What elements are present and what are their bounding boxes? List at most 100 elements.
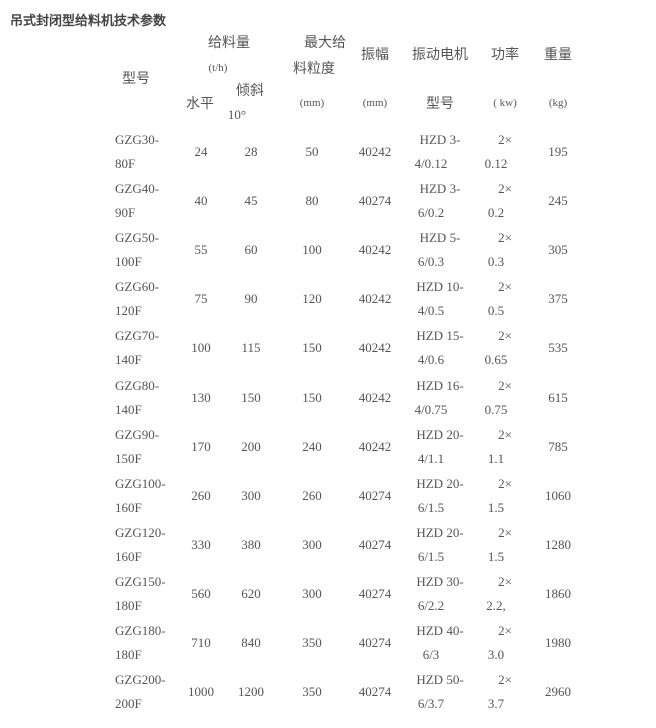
cell-power-line2: 3.0 xyxy=(487,647,505,662)
cell-weight: 785 xyxy=(548,438,568,454)
cell-weight: 245 xyxy=(548,193,568,209)
cell-motor-line2: 6/0.3 xyxy=(417,254,445,270)
cell-motor-line2: 4/0.12 xyxy=(414,156,448,171)
cell-power-line2: 1.5 xyxy=(487,499,505,515)
cell-amplitude: 40242 xyxy=(358,389,392,405)
cell-weight: 2960 xyxy=(545,684,571,700)
header-model: 型号 xyxy=(122,71,150,87)
cell-max-size: 260 xyxy=(302,487,322,503)
cell-motor-line1: HZD 30- xyxy=(416,573,464,589)
cell-motor-line1: HZD 10- xyxy=(416,279,464,295)
cell-model-line1: GZG180- xyxy=(115,623,166,638)
cell-model-line2: 80F xyxy=(115,156,136,171)
header-amplitude: 振幅 xyxy=(361,47,389,63)
header-max-size-1: 最大给 xyxy=(304,35,346,51)
cell-amplitude: 40274 xyxy=(358,193,392,209)
cell-motor-line1: HZD 15- xyxy=(416,328,464,344)
cell-power-line2: 3.7 xyxy=(487,696,505,712)
header-horizontal: 水平 xyxy=(186,96,214,112)
header-power-unit: ( kw) xyxy=(493,97,517,109)
cell-model-line1: GZG200- xyxy=(115,672,166,688)
cell-weight: 305 xyxy=(548,242,568,258)
cell-motor-line2: 4/1.1 xyxy=(417,450,445,466)
cell-feed-horizontal: 24 xyxy=(194,144,208,159)
cell-model-line2: 180F xyxy=(115,647,142,662)
cell-max-size: 150 xyxy=(302,340,322,356)
cell-motor-line1: HZD 16- xyxy=(416,377,464,393)
cell-feed-incline: 150 xyxy=(241,389,261,405)
header-max-size-unit: (mm) xyxy=(299,97,325,109)
cell-feed-incline: 840 xyxy=(241,635,261,650)
header-incline: 倾斜 xyxy=(236,83,264,99)
header-weight: 重量 xyxy=(544,47,572,63)
cell-model-line2: 200F xyxy=(115,696,142,712)
header-weight-unit: (kg) xyxy=(548,97,568,109)
cell-model-line1: GZG70- xyxy=(115,328,160,344)
cell-model-line1: GZG40- xyxy=(115,181,160,197)
cell-motor-line1: HZD 50- xyxy=(416,672,464,688)
cell-weight: 1060 xyxy=(545,487,571,503)
cell-amplitude: 40274 xyxy=(358,635,392,650)
cell-amplitude: 40242 xyxy=(358,340,392,356)
cell-power-line1: 2× xyxy=(498,573,512,589)
cell-feed-horizontal: 55 xyxy=(194,242,208,258)
cell-model-line2: 160F xyxy=(115,548,142,564)
cell-feed-horizontal: 130 xyxy=(191,389,211,405)
cell-model-line1: GZG50- xyxy=(115,230,160,246)
cell-motor-line2: 4/0.6 xyxy=(417,352,445,368)
header-feed-unit: (t/h) xyxy=(208,62,228,74)
cell-feed-incline: 115 xyxy=(241,340,261,356)
cell-power-line1: 2× xyxy=(498,426,512,442)
cell-max-size: 50 xyxy=(305,144,319,159)
header-feed: 给料量 xyxy=(208,35,250,51)
cell-weight: 1860 xyxy=(545,585,571,601)
cell-amplitude: 40242 xyxy=(358,438,392,454)
cell-weight: 375 xyxy=(548,291,568,307)
cell-model-line1: GZG150- xyxy=(115,573,166,589)
cell-feed-incline: 620 xyxy=(241,585,261,601)
cell-feed-incline: 45 xyxy=(244,193,258,209)
cell-amplitude: 40242 xyxy=(358,144,392,159)
cell-feed-horizontal: 40 xyxy=(194,193,208,209)
cell-motor-line2: 6/3 xyxy=(422,647,440,662)
cell-motor-line2: 6/3.7 xyxy=(417,696,445,712)
cell-motor-line2: 4/0.75 xyxy=(414,401,448,417)
cell-motor-line1: HZD 3- xyxy=(419,181,461,197)
cell-amplitude: 40274 xyxy=(358,487,392,503)
cell-motor-line2: 4/0.5 xyxy=(417,303,445,319)
cell-max-size: 300 xyxy=(302,536,322,552)
cell-motor-line2: 6/2.2 xyxy=(417,597,445,613)
cell-max-size: 120 xyxy=(302,291,322,307)
cell-max-size: 300 xyxy=(302,585,322,601)
cell-max-size: 100 xyxy=(302,242,322,258)
cell-motor-line1: HZD 3- xyxy=(419,132,461,147)
cell-feed-horizontal: 710 xyxy=(191,635,211,650)
header-max-size-2: 料粒度 xyxy=(293,61,335,77)
cell-power-line1: 2× xyxy=(498,181,512,197)
cell-feed-horizontal: 1000 xyxy=(188,684,214,700)
header-power: 功率 xyxy=(491,47,519,63)
cell-amplitude: 40242 xyxy=(358,291,392,307)
cell-motor-line1: HZD 40- xyxy=(416,623,464,638)
cell-max-size: 150 xyxy=(302,389,322,405)
cell-model-line2: 150F xyxy=(115,450,142,466)
cell-model-line2: 120F xyxy=(115,303,142,319)
cell-feed-horizontal: 260 xyxy=(191,487,211,503)
cell-motor-line1: HZD 20- xyxy=(416,524,464,540)
cell-model-line2: 180F xyxy=(115,597,142,613)
cell-weight: 535 xyxy=(548,340,568,356)
header-motor: 振动电机 xyxy=(412,47,468,63)
cell-feed-incline: 1200 xyxy=(238,684,264,700)
cell-weight: 1280 xyxy=(545,536,571,552)
cell-feed-horizontal: 75 xyxy=(194,291,208,307)
cell-power-line1: 2× xyxy=(498,672,512,688)
cell-model-line1: GZG30- xyxy=(115,132,160,147)
cell-feed-incline: 200 xyxy=(241,438,261,454)
cell-max-size: 240 xyxy=(302,438,322,454)
cell-feed-incline: 60 xyxy=(244,242,258,258)
cell-motor-line1: HZD 5- xyxy=(419,230,461,246)
cell-power-line2: 0.75 xyxy=(484,401,508,417)
cell-motor-line2: 6/0.2 xyxy=(417,205,445,221)
cell-model-line2: 140F xyxy=(115,352,142,368)
cell-weight: 1980 xyxy=(545,635,571,650)
